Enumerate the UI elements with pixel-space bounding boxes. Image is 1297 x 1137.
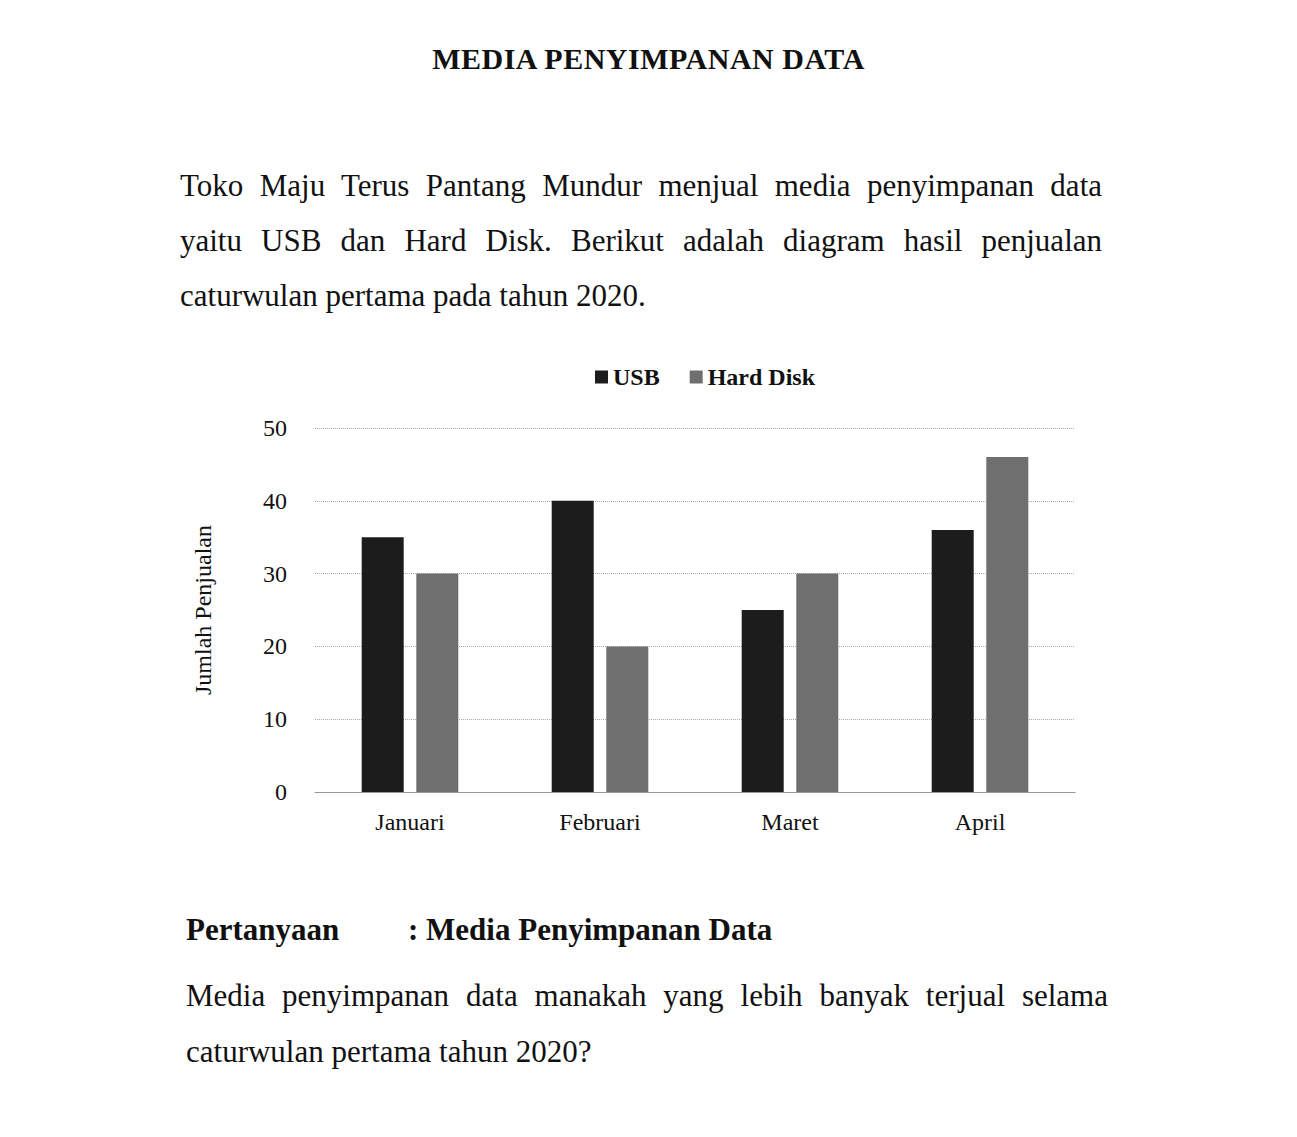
svg-text:20: 20 xyxy=(263,633,287,659)
svg-text:Jumlah Penjualan: Jumlah Penjualan xyxy=(190,525,216,695)
html-text:Pertanyaan: Pertanyaan xyxy=(186,912,340,947)
svg-text:April: April xyxy=(955,809,1006,835)
svg-text:10: 10 xyxy=(263,706,287,732)
svg-text:50: 50 xyxy=(263,415,287,441)
html-text:: Media Penyimpanan Data: : Media Penyimpanan Data xyxy=(408,912,773,947)
svg-text:Februari: Februari xyxy=(559,809,641,835)
svg-text:30: 30 xyxy=(263,561,287,587)
svg-text:0: 0 xyxy=(275,779,287,805)
html-text:Toko Maju Terus Pantang Mundur: Toko Maju Terus Pantang Mundur menjual m… xyxy=(180,168,1102,313)
svg-text:Hard Disk: Hard Disk xyxy=(708,364,816,390)
svg-text:Maret: Maret xyxy=(761,809,819,835)
svg-text:Januari: Januari xyxy=(375,809,445,835)
svg-text:40: 40 xyxy=(263,488,287,514)
svg-text:USB: USB xyxy=(613,364,660,390)
html-text:MEDIA PENYIMPANAN DATA: MEDIA PENYIMPANAN DATA xyxy=(432,42,865,75)
html-text:Media penyimpanan data manakah: Media penyimpanan data manakah yang lebi… xyxy=(186,978,1108,1069)
